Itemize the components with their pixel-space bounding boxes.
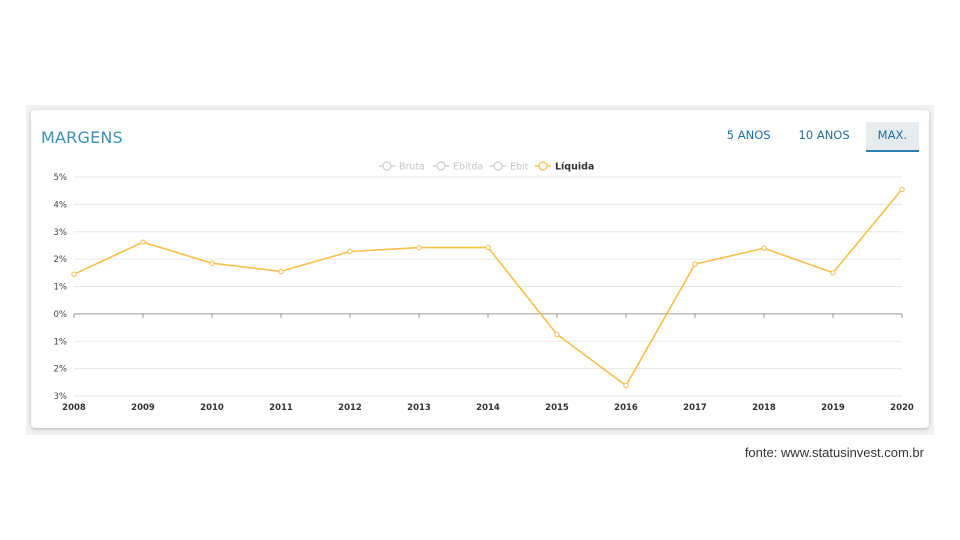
x-tick-label: 2016 <box>614 403 638 413</box>
data-point <box>554 331 560 338</box>
y-tick-label: 4% <box>54 200 68 210</box>
legend-marker <box>382 161 392 171</box>
series-line-liquida <box>73 188 903 387</box>
y-tick-label: 3% <box>54 392 68 402</box>
legend-marker <box>538 161 548 171</box>
y-tick-label: 0% <box>54 310 68 320</box>
data-point <box>71 271 77 277</box>
data-point <box>278 268 284 275</box>
data-point <box>761 245 767 251</box>
x-tick-label: 2020 <box>890 403 914 413</box>
y-tick-label: 1% <box>54 337 68 347</box>
y-tick-label: 1% <box>54 283 68 293</box>
x-tick-label: 2017 <box>683 403 707 413</box>
x-tick-label: 2014 <box>476 403 500 413</box>
data-point <box>140 239 146 245</box>
legend-label: Ebitda <box>453 162 483 173</box>
x-tick-label: 2019 <box>821 403 845 413</box>
y-tick-label: 3% <box>54 228 68 238</box>
legend-marker <box>436 161 446 171</box>
x-tick-label: 2015 <box>545 403 569 413</box>
period-tabs: 5 ANOS 10 ANOS MAX. <box>711 122 919 152</box>
data-point <box>830 270 836 276</box>
legend-label: Líquida <box>555 162 594 173</box>
data-point <box>623 382 629 389</box>
legend-label: Ebit <box>510 162 529 173</box>
x-tick-label: 2012 <box>338 403 362 413</box>
data-point <box>692 261 698 267</box>
y-tick-label: 2% <box>54 255 68 265</box>
legend-marker <box>493 161 503 171</box>
data-point <box>899 186 905 193</box>
tab-5-anos[interactable]: 5 ANOS <box>726 128 771 142</box>
x-tick-label: 2011 <box>269 403 293 413</box>
x-tick-label: 2009 <box>131 403 155 413</box>
data-point <box>485 244 491 251</box>
source-note: fonte: www.statusinvest.com.br <box>744 445 924 460</box>
legend-label: Bruta <box>399 162 425 173</box>
data-point <box>209 260 215 266</box>
x-tick-label: 2018 <box>752 403 776 413</box>
x-tick-label: 2010 <box>200 403 224 413</box>
data-point <box>347 248 353 255</box>
x-tick-label: 2013 <box>407 403 431 413</box>
y-tick-label: 2% <box>54 365 68 375</box>
tab-max[interactable]: MAX. <box>865 122 919 152</box>
data-point <box>416 244 422 251</box>
margens-card: MARGENS 5 ANOS 10 ANOS MAX. <box>31 110 929 428</box>
y-tick-label: 5% <box>54 173 68 183</box>
x-tick-label: 2008 <box>62 403 86 413</box>
chart-title: MARGENS <box>41 128 123 147</box>
tab-10-anos[interactable]: 10 ANOS <box>798 128 850 142</box>
